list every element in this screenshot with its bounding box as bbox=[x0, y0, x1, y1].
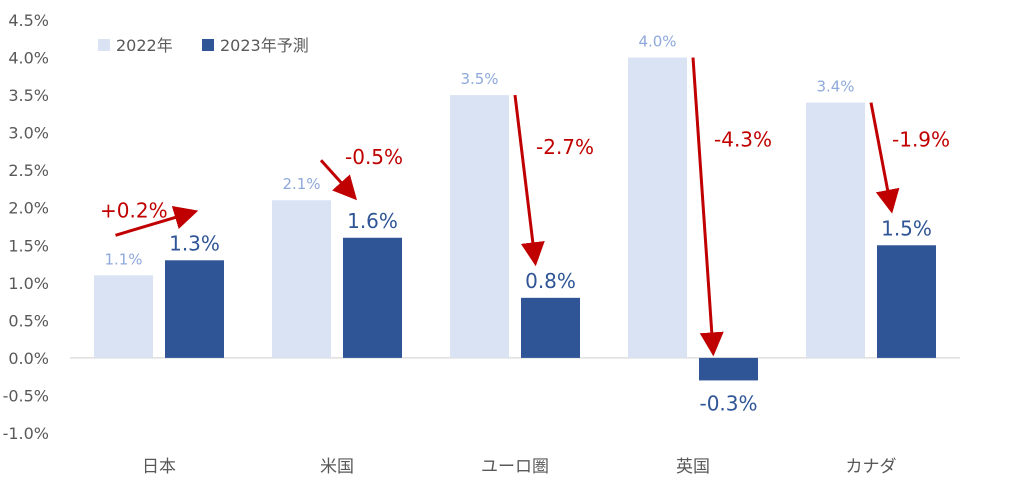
change-arrow bbox=[691, 57, 724, 357]
y-tick-label: 0.0% bbox=[8, 349, 49, 368]
data-label-2023: -0.3% bbox=[699, 391, 757, 415]
change-label: -4.3% bbox=[714, 127, 772, 151]
category-label: 英国 bbox=[676, 457, 710, 477]
change-arrow bbox=[319, 159, 358, 201]
y-tick-label: 3.0% bbox=[8, 124, 49, 143]
bar-2023-forecast bbox=[877, 245, 936, 358]
y-tick-label: 4.0% bbox=[8, 49, 49, 68]
data-label-2022: 2.1% bbox=[282, 175, 320, 193]
legend-label: 2022年 bbox=[116, 36, 173, 55]
category-label: ユーロ圏 bbox=[481, 457, 549, 477]
change-label: +0.2% bbox=[100, 198, 168, 222]
change-arrow bbox=[115, 205, 199, 237]
data-labels: 1.1% 1.3% 2.1% 1.6% 3.5% 0.8% 4.0% -0.3% 3.4% 1.5… bbox=[104, 33, 931, 416]
bar-2022 bbox=[628, 57, 687, 358]
bar-2023-forecast bbox=[343, 237, 402, 358]
category-label: カナダ bbox=[846, 457, 897, 477]
data-label-2022: 3.4% bbox=[816, 78, 854, 96]
data-label-2023: 1.3% bbox=[169, 231, 220, 255]
y-axis: 4.5% 4.0% 3.5% 3.0% 2.5% 2.0% 1.5% 1.0% 0.5% 0.0%… bbox=[3, 11, 49, 443]
y-tick-label: -1.0% bbox=[3, 424, 49, 443]
change-label: -0.5% bbox=[345, 145, 403, 169]
bar-2023-forecast bbox=[699, 357, 758, 381]
bar-2022 bbox=[272, 200, 331, 358]
x-axis: 日本 米国 ユーロ圏 英国 カナダ bbox=[142, 457, 897, 477]
bar-2023-forecast bbox=[521, 297, 580, 358]
data-label-2022: 3.5% bbox=[460, 70, 498, 88]
data-label-2023: 1.5% bbox=[881, 216, 932, 240]
legend-swatch bbox=[98, 39, 110, 51]
category-label: 米国 bbox=[320, 457, 354, 477]
data-label-2022: 4.0% bbox=[638, 33, 676, 51]
y-tick-label: 2.0% bbox=[8, 199, 49, 218]
change-arrows: +0.2% -0.5% -2.7% -4.3% -1.9% bbox=[100, 57, 950, 357]
category-label: 日本 bbox=[142, 457, 176, 477]
change-label: -2.7% bbox=[536, 135, 594, 159]
bars bbox=[94, 57, 936, 381]
y-tick-label: 0.5% bbox=[8, 311, 49, 330]
bar-2022 bbox=[450, 95, 509, 358]
y-tick-label: 4.5% bbox=[8, 11, 49, 30]
y-tick-label: 1.5% bbox=[8, 236, 49, 255]
change-arrow bbox=[513, 94, 545, 267]
data-label-2023: 1.6% bbox=[347, 209, 398, 233]
y-tick-label: 2.5% bbox=[8, 161, 49, 180]
change-arrow bbox=[869, 102, 900, 214]
data-label-2022: 1.1% bbox=[104, 250, 142, 268]
y-tick-label: 1.0% bbox=[8, 274, 49, 293]
legend-label: 2023年予測 bbox=[220, 36, 309, 55]
change-label: -1.9% bbox=[892, 127, 950, 151]
bar-2023-forecast bbox=[165, 260, 224, 358]
data-label-2023: 0.8% bbox=[525, 269, 576, 293]
bar-2022 bbox=[806, 102, 865, 358]
legend-swatch bbox=[202, 39, 214, 51]
legend: 2022年 2023年予測 bbox=[98, 36, 309, 55]
bar-2022 bbox=[94, 275, 153, 358]
y-tick-label: -0.5% bbox=[3, 386, 49, 405]
y-tick-label: 3.5% bbox=[8, 86, 49, 105]
